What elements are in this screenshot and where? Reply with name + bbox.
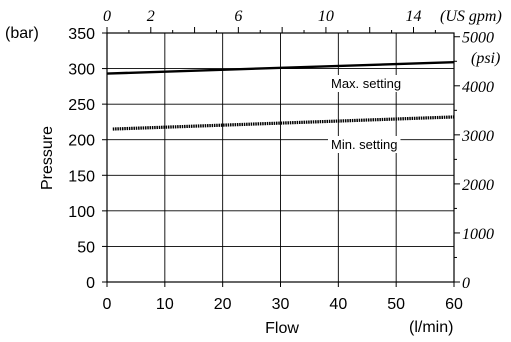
x2-tick-label: 10 — [318, 8, 334, 25]
series-label-max: Max. setting — [331, 76, 401, 91]
x-tick-label: 0 — [103, 296, 112, 313]
x2-tick-label: 6 — [234, 8, 242, 25]
series-label-min: Min. setting — [331, 137, 397, 152]
x-tick-label: 50 — [387, 296, 405, 313]
x-tick-label: 10 — [156, 296, 174, 313]
x2-tick-label: 2 — [147, 8, 155, 25]
y2-axis-unit: (psi) — [471, 50, 500, 67]
grid-lines — [107, 33, 454, 282]
y-tick-label: 250 — [68, 97, 95, 114]
y-tick-label: 350 — [68, 26, 95, 43]
y-tick-label: 50 — [77, 239, 95, 256]
y-tick-label: 300 — [68, 62, 95, 79]
y2-tick-label: 0 — [462, 275, 470, 292]
x-axis-title: Flow — [265, 320, 299, 337]
y-axis-unit: (bar) — [5, 25, 39, 42]
x2-axis-unit: (US gpm) — [440, 8, 502, 25]
x-tick-label: 60 — [445, 296, 463, 313]
plot-frame — [106, 32, 455, 283]
y-tick-label: 150 — [68, 168, 95, 185]
y-axis-title: Pressure — [39, 126, 56, 190]
series-lines — [106, 60, 455, 131]
y-tick-label: 0 — [86, 275, 95, 292]
series-line-max — [106, 60, 455, 75]
y2-tick-label: 4000 — [462, 79, 494, 96]
y2-tick-label: 3000 — [461, 128, 494, 145]
y2-tick-label: 1000 — [462, 226, 494, 243]
x-tick-label: 40 — [329, 296, 347, 313]
series-line-min — [112, 115, 455, 131]
y-tick-label: 200 — [68, 133, 95, 150]
x2-tick-label: 0 — [103, 8, 111, 25]
x-tick-label: 20 — [214, 296, 232, 313]
y2-tick-label: 5000 — [462, 30, 494, 47]
series-label-backing — [328, 75, 405, 92]
x-tick-label: 30 — [272, 296, 290, 313]
tick-labels: 0 10 20 30 40 50 60 0 50 100 150 200 250 300 350 0 2 6 10 1… — [68, 8, 494, 313]
axis-ticks — [102, 27, 460, 287]
y-tick-label: 100 — [68, 204, 95, 221]
y2-tick-label: 2000 — [462, 177, 494, 194]
x-axis-unit: (l/min) — [409, 319, 453, 336]
series-label-backing — [328, 136, 401, 153]
x2-tick-label: 14 — [405, 8, 421, 25]
